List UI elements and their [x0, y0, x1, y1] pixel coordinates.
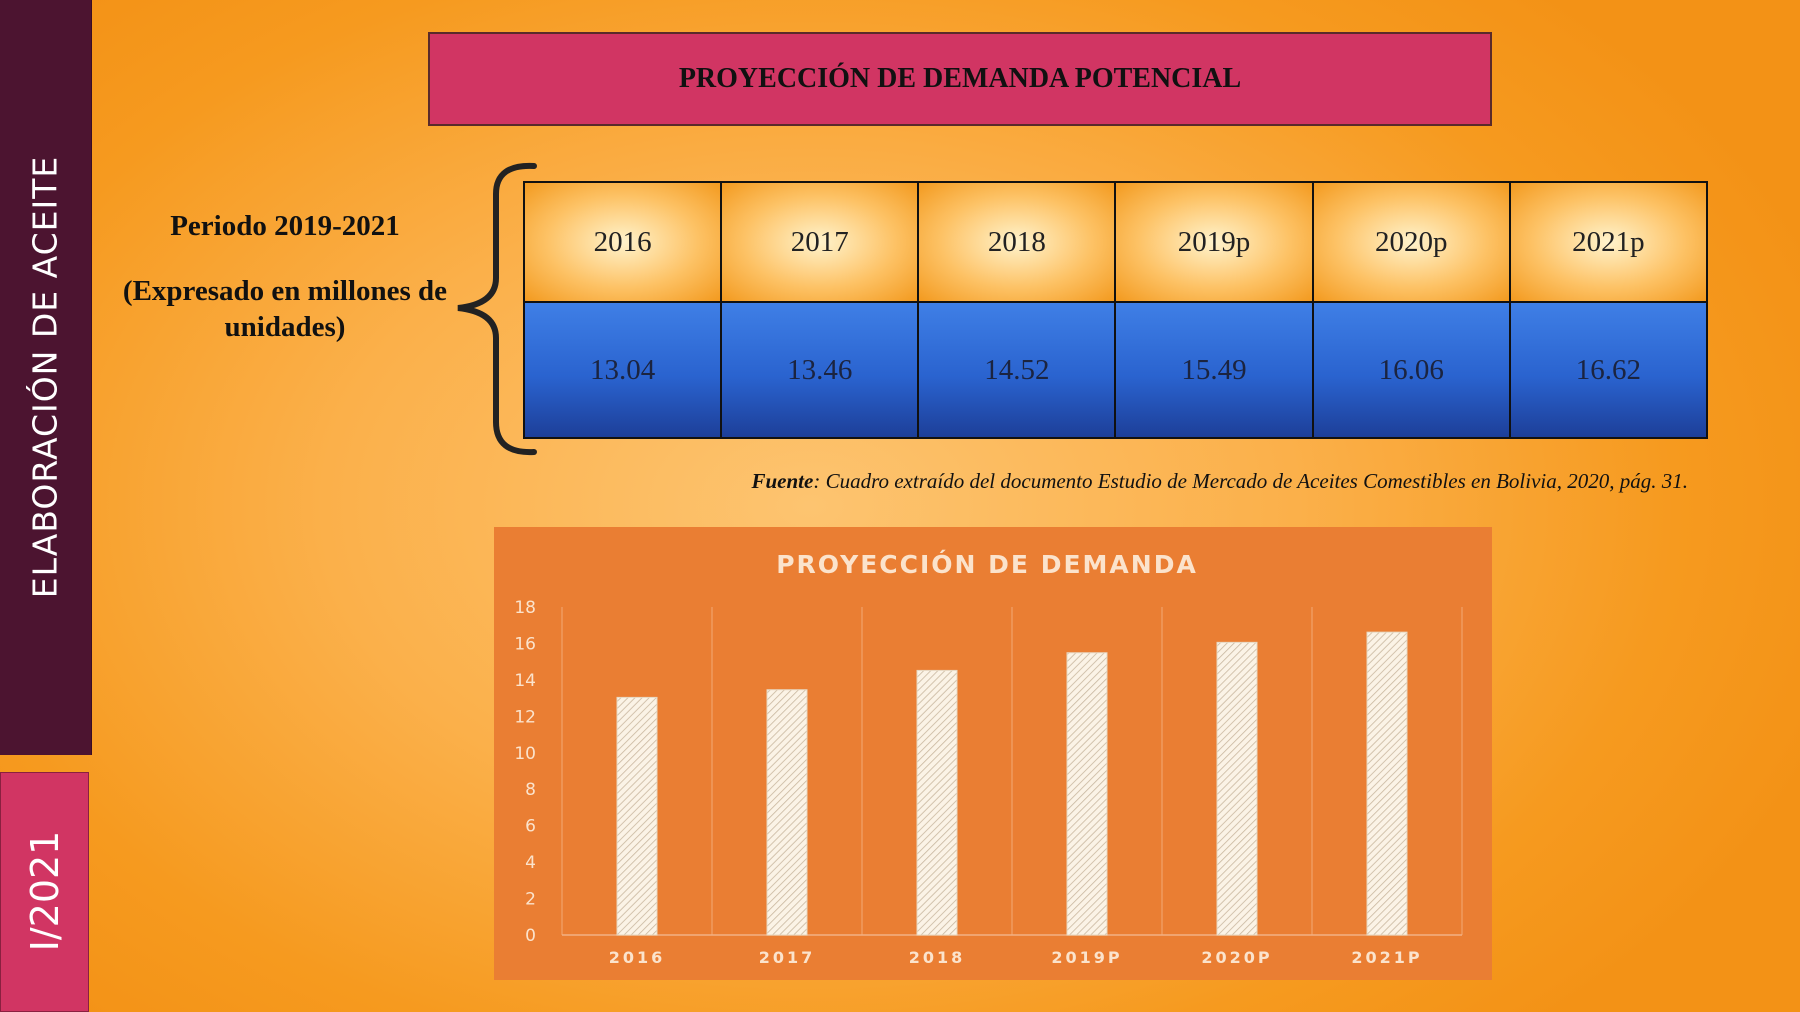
chart-bar [1066, 652, 1108, 936]
table-cell-value: 16.06 [1311, 301, 1511, 439]
demand-bar-chart: PROYECCIÓN DE DEMANDA 0 2 4 6 8 10 12 14 16 18 201… [494, 527, 1492, 980]
chart-bar [766, 689, 808, 936]
chart-x-tick-label: 2017 [759, 948, 816, 967]
chart-canvas: PROYECCIÓN DE DEMANDA 0 2 4 6 8 10 12 14 16 18 201… [514, 549, 1463, 967]
chart-bar [616, 696, 658, 936]
chart-bar [1216, 641, 1258, 936]
chart-title: PROYECCIÓN DE DEMANDA [776, 549, 1198, 579]
chart-y-tick-label: 0 [525, 926, 536, 946]
chart-y-tick-label: 14 [514, 671, 536, 691]
period-description: Periodo 2019-2021 (Expresado en millones… [110, 210, 460, 345]
chart-x-tick-label: 2016 [609, 948, 666, 967]
table-cell-year: 2018 [917, 181, 1117, 303]
chart-y-tick-label: 8 [525, 780, 536, 800]
source-label: Fuente [751, 469, 814, 493]
sidebar-period-bar: I/2021 [0, 772, 89, 1012]
source-note: Fuente: Cuadro extraído del documento Es… [686, 469, 1689, 494]
chart-y-tick-label: 2 [525, 890, 536, 910]
table-cell-year: 2017 [720, 181, 920, 303]
chart-x-tick-label: 2019P [1051, 948, 1122, 967]
title-banner: PROYECCIÓN DE DEMANDA POTENCIAL [428, 32, 1492, 126]
page-title: PROYECCIÓN DE DEMANDA POTENCIAL [678, 63, 1242, 94]
table-cell-value: 15.49 [1114, 301, 1314, 439]
curly-brace [457, 162, 537, 456]
chart-y-tick-label: 10 [514, 744, 536, 764]
chart-y-tick-label: 6 [525, 817, 536, 837]
chart-y-tick-label: 12 [514, 707, 536, 727]
sidebar-period-label: I/2021 [23, 830, 67, 952]
chart-y-tick-label: 16 [514, 634, 536, 654]
table-row-years: 2016 2017 2018 2019p 2020p 2021p [522, 181, 1709, 303]
sidebar-title-bar: ELABORACIÓN DE ACEITE [0, 0, 92, 755]
table-cell-value: 13.46 [720, 301, 920, 439]
table-cell-year: 2019p [1114, 181, 1314, 303]
chart-x-tick-label: 2020P [1201, 948, 1272, 967]
demand-table: 2016 2017 2018 2019p 2020p 2021p 13.04 1… [522, 181, 1709, 439]
table-cell-year: 2021p [1508, 181, 1709, 303]
table-cell-value: 13.04 [522, 301, 723, 439]
source-text: : Cuadro extraído del documento Estudio … [813, 469, 1688, 493]
chart-y-tick-label: 18 [514, 598, 536, 618]
chart-x-tick-label: 2021P [1351, 948, 1422, 967]
period-range: Periodo 2019-2021 [170, 210, 400, 242]
table-cell-value: 16.62 [1508, 301, 1709, 439]
table-cell-value: 14.52 [917, 301, 1117, 439]
chart-bar [916, 669, 958, 936]
table-cell-year: 2016 [522, 181, 723, 303]
chart-y-tick-label: 4 [525, 853, 536, 873]
chart-bar [1366, 631, 1408, 936]
chart-x-tick-label: 2018 [909, 948, 966, 967]
table-cell-year: 2020p [1311, 181, 1511, 303]
table-row-values: 13.04 13.46 14.52 15.49 16.06 16.62 [522, 301, 1709, 439]
sidebar-title: ELABORACIÓN DE ACEITE [25, 155, 65, 599]
period-unit-note: (Expresado en millones de unidades) [122, 275, 448, 343]
